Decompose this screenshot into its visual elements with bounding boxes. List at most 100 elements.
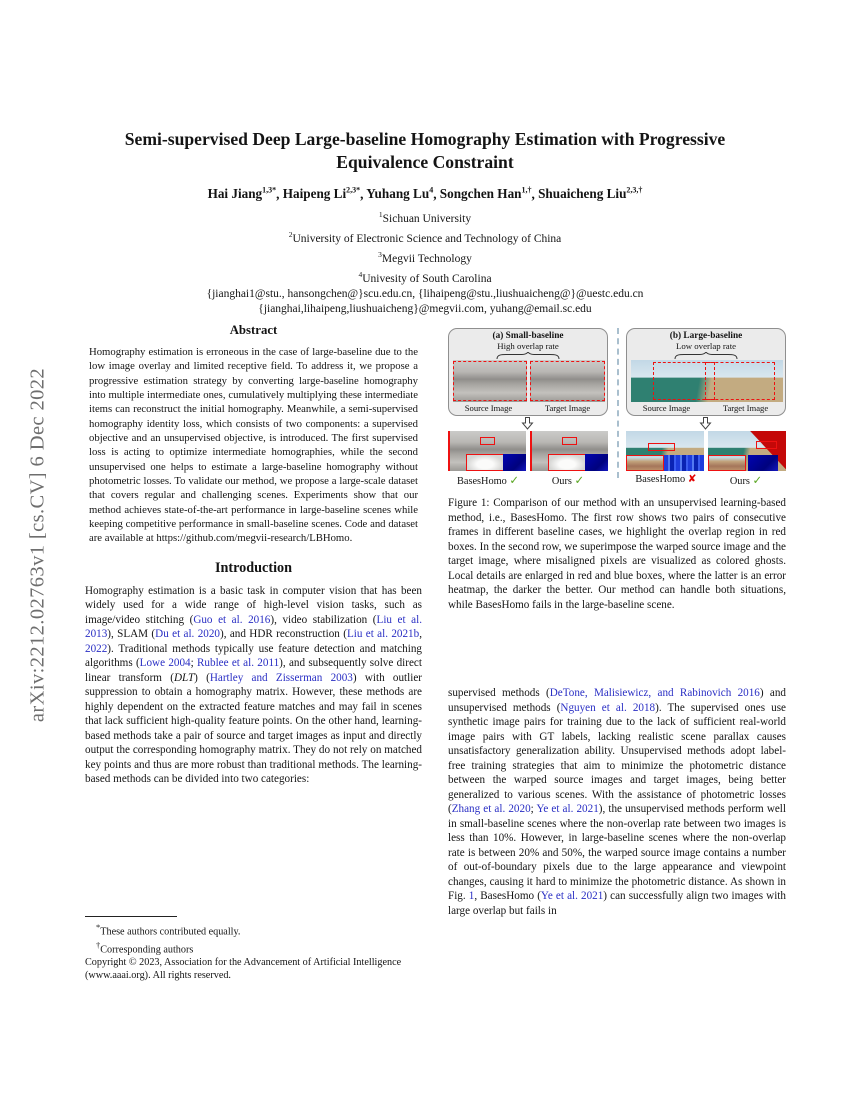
cross-icon: ✘ xyxy=(687,473,697,485)
detail-inset xyxy=(626,455,664,471)
affiliations: 1Sichuan University 2University of Elect… xyxy=(75,207,775,286)
figure-panel-large-baseline: (b) Large-baseline Low overlap rate Sour… xyxy=(626,328,786,416)
panel-b-title: (b) Large-baseline xyxy=(669,331,743,341)
author-line: Hai Jiang1,3*, Haipeng Li2,3*, Yuhang Lu… xyxy=(75,186,775,202)
panel-b-subtitle: Low overlap rate xyxy=(675,341,737,351)
text-segment: , BasesHomo ( xyxy=(474,890,541,902)
author-separator: , xyxy=(276,186,283,202)
detail-inset xyxy=(708,455,746,471)
error-heatmap-inset xyxy=(503,454,526,471)
panel-b-images xyxy=(631,360,783,402)
method-label: BasesHomo ✘ xyxy=(635,473,697,485)
affiliation: 1Sichuan University xyxy=(378,210,472,226)
footnote-equal-contribution: *These authors contributed equally. xyxy=(96,922,241,938)
email-line: {jianghai1@stu., hansongchen@}scu.edu.cn… xyxy=(206,287,644,300)
overlap-brace-icon xyxy=(496,352,560,359)
citation-link[interactable]: 1 xyxy=(468,890,475,902)
citation-link[interactable]: Nguyen et al. 2018 xyxy=(560,701,656,714)
panel-a-image-labels: Source Image Target Image xyxy=(449,403,607,413)
detail-box xyxy=(480,437,495,445)
copyright-notice: Copyright © 2023, Association for the Ad… xyxy=(85,957,402,982)
text-segment: ), video stabilization ( xyxy=(270,613,377,626)
result-baseshomo-small xyxy=(448,431,526,471)
figure-1: (a) Small-baseline High overlap rate Sou… xyxy=(448,328,786,493)
text-segment: ) with outlier suppression to obtain a h… xyxy=(85,671,422,786)
text-segment: , xyxy=(419,628,422,641)
detail-box xyxy=(756,441,777,449)
panel-a-images xyxy=(453,360,605,402)
paper-title: Semi-supervised Deep Large-baseline Homo… xyxy=(124,129,726,172)
text-segment: DLT xyxy=(173,671,195,684)
footnote-rule xyxy=(85,916,177,917)
down-arrow-icon xyxy=(521,417,534,430)
detail-inset xyxy=(466,454,504,471)
author-separator: , xyxy=(433,186,440,202)
author: Haipeng Li2,3* xyxy=(282,186,361,202)
overlap-box xyxy=(653,362,715,400)
overlap-box xyxy=(453,361,527,401)
figure-panel-small-baseline: (a) Small-baseline High overlap rate Sou… xyxy=(448,328,608,416)
source-image-thumbnail xyxy=(453,360,527,402)
error-heatmap-inset xyxy=(585,454,608,471)
introduction-paragraph: Homography estimation is a basic task in… xyxy=(85,584,422,787)
text-segment: ) can successfully align two images with… xyxy=(448,890,786,917)
abstract-text: Homography estimation is erroneous in th… xyxy=(89,346,418,545)
citation-link[interactable]: Hartley and Zisserman 2003 xyxy=(209,671,353,684)
author-separator: , xyxy=(360,186,367,202)
abstract-heading: Abstract xyxy=(229,323,278,337)
wide-scene-thumbnail xyxy=(631,360,783,402)
target-image-label: Target Image xyxy=(544,403,591,413)
check-icon: ✓ xyxy=(574,473,585,487)
target-image-label: Target Image xyxy=(722,403,769,413)
detail-inset xyxy=(548,454,586,471)
footnote-corresponding: †Corresponding authors xyxy=(96,939,194,955)
check-icon: ✓ xyxy=(509,473,519,487)
text-segment: ) ( xyxy=(194,671,210,684)
citation-link[interactable]: DeTone, Malisiewicz, and Rabinovich 2016 xyxy=(549,687,760,699)
author-emails: {jianghai1@stu., hansongchen@}scu.edu.cn… xyxy=(75,287,775,317)
panel-b-image-labels: Source Image Target Image xyxy=(627,403,785,413)
text-segment: Homography estimation is a basic task in… xyxy=(85,584,422,626)
text-segment: ), and subsequently solve direct linear … xyxy=(85,657,422,684)
left-column: Abstract Homography estimation is errone… xyxy=(85,323,422,787)
email-line: {jianghai,lihaipeng,liushuaicheng}@megvi… xyxy=(258,302,592,315)
check-icon: ✓ xyxy=(752,473,763,487)
citation-link[interactable]: Ye et al. 2021 xyxy=(540,890,604,902)
error-heatmap-inset xyxy=(748,455,778,471)
text-segment: ). Traditional methods typically use fea… xyxy=(85,642,422,670)
text-segment: ). The supervised ones use synthetic ima… xyxy=(448,701,786,816)
result-labels-small: BasesHomo ✓ Ours ✓ xyxy=(448,473,608,487)
citation-link[interactable]: 2022 xyxy=(85,642,108,655)
paper-header: Semi-supervised Deep Large-baseline Homo… xyxy=(75,128,775,317)
text-segment: ), the unsupervised methods perform well… xyxy=(448,803,787,902)
citation-link[interactable]: Ye et al. 2021 xyxy=(536,803,599,815)
text-segment: ), and HDR reconstruction ( xyxy=(219,628,347,641)
citation-link[interactable]: Du et al. 2020 xyxy=(155,628,220,641)
detail-box xyxy=(562,437,577,445)
alignment-edge-line xyxy=(530,431,532,471)
text-segment: ) and unsupervised methods ( xyxy=(448,687,786,714)
panel-divider xyxy=(617,328,619,478)
detail-box xyxy=(648,443,675,451)
result-ours-large xyxy=(708,431,786,471)
panel-a-subtitle: High overlap rate xyxy=(497,341,559,351)
footnote-block: *These authors contributed equally. †Cor… xyxy=(85,916,422,983)
target-image-thumbnail xyxy=(530,360,605,402)
method-label: Ours ✓ xyxy=(729,473,763,487)
author: Yuhang Lu4 xyxy=(366,186,434,202)
text-segment: ; xyxy=(190,657,197,670)
affiliation: 2University of Electronic Science and Te… xyxy=(288,230,562,246)
citation-link[interactable]: Liu et al. 2013 xyxy=(85,613,422,641)
citation-link[interactable]: Lowe 2004 xyxy=(139,657,191,670)
citation-link[interactable]: Liu et al. 2021b xyxy=(346,628,420,641)
citation-link[interactable]: Rublee et al. 2011 xyxy=(197,657,280,670)
right-column: (a) Small-baseline High overlap rate Sou… xyxy=(448,328,786,917)
text-segment: ; xyxy=(530,803,537,815)
citation-link[interactable]: Zhang et al. 2020 xyxy=(451,803,531,815)
citation-link[interactable]: Guo et al. 2016 xyxy=(193,613,271,626)
figure-caption: Figure 1: Comparison of our method with … xyxy=(448,497,786,611)
panel-a-title: (a) Small-baseline xyxy=(492,331,564,341)
author: Songchen Han1,† xyxy=(439,186,532,202)
source-image-label: Source Image xyxy=(464,403,513,413)
